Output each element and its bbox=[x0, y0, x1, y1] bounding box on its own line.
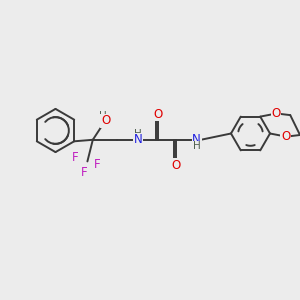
Text: H: H bbox=[193, 141, 200, 152]
Text: N: N bbox=[192, 133, 201, 146]
Text: F: F bbox=[94, 158, 100, 172]
Text: N: N bbox=[134, 133, 142, 146]
Text: O: O bbox=[101, 114, 110, 128]
Text: O: O bbox=[154, 108, 163, 121]
Text: H: H bbox=[134, 129, 142, 139]
Text: F: F bbox=[80, 166, 87, 179]
Text: F: F bbox=[71, 151, 78, 164]
Text: O: O bbox=[172, 159, 181, 172]
Text: H: H bbox=[99, 111, 106, 121]
Text: O: O bbox=[271, 107, 280, 120]
Text: O: O bbox=[281, 130, 290, 143]
